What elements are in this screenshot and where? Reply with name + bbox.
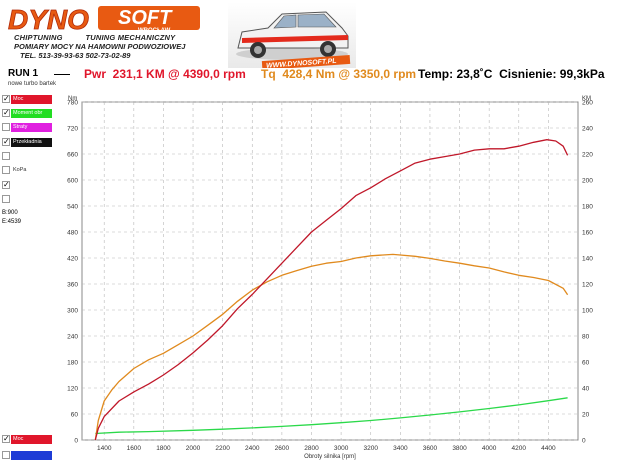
y-right-tick-label: 260 [582,100,593,107]
y-right-tick-label: 80 [582,334,590,341]
run-line-sample [54,74,70,75]
run-description: nowe turbo bartek [8,81,57,87]
y-left-tick-label: 0 [74,438,78,445]
y-left-tick-label: 720 [67,126,78,133]
conditions: Temp: 23,8˚C Cisnienie: 99,3kPa [418,67,605,81]
checkbox[interactable] [2,123,10,131]
x-tick-label: 3600 [423,445,438,452]
legend-swatch: Moment obr [11,109,52,118]
x-tick-label: 4000 [482,445,497,452]
svg-text:WROCŁAW: WROCŁAW [138,28,171,34]
checkbox[interactable] [2,152,10,160]
y-right-tick-label: 220 [582,152,593,159]
checkbox[interactable] [2,108,10,117]
tagline-dyno: POMIARY MOCY NA HAMOWNI PODWOZIOWEJ [14,42,186,51]
checkbox[interactable] [2,434,10,443]
legend-swatch: Moc [11,95,52,104]
legend-swatch: Impuls [13,153,30,159]
x-tick-label: 3800 [452,445,467,452]
checkbox[interactable] [2,451,10,459]
y-right-tick-label: 0 [582,438,586,445]
legend-swatch [11,451,52,460]
series-line-straty [95,397,568,435]
legend-swatch: KoPa [13,167,27,173]
y-left-tick-label: 60 [71,412,79,419]
x-tick-label: 2200 [215,445,230,452]
y-left-tick-label: 660 [67,152,78,159]
y-left-tick-label: 480 [67,230,78,237]
x-tick-label: 2600 [275,445,290,452]
y-left-axis-label: Nm [68,96,77,102]
legend-straty[interactable]: Straty [2,123,52,132]
peak-power: Pwr 231,1 KM @ 4390,0 rpm [84,67,246,81]
y-left-tick-label: 300 [67,308,78,315]
y-right-tick-label: 160 [582,230,593,237]
checkbox[interactable] [2,94,10,103]
y-right-tick-label: 180 [582,204,593,211]
x-tick-label: 2000 [186,445,201,452]
y-left-tick-label: 120 [67,386,78,393]
tagline-services: CHIPTUNING TUNING MECHANICZNY [14,33,176,42]
x-tick-label: 4400 [541,445,556,452]
legend-bottom-moc[interactable]: Moc [2,434,52,444]
x-tick-label: 3400 [393,445,408,452]
legend-zewn-straty[interactable]: Zewn. straty [2,180,52,190]
x-axis-label: Obroty silnika [rpm] [304,454,356,460]
legend-predkosc[interactable]: Predkosc [2,195,52,204]
y-left-tick-label: 780 [67,100,78,107]
y-left-tick-label: 180 [67,360,78,367]
y-left-tick-label: 240 [67,334,78,341]
plot-area [81,101,579,441]
contact-phone: TEL. 513-39-93-63 502-73-02-89 [20,51,131,60]
legend-swatch: Predkosc [13,196,36,202]
legend-swatch: Straty [11,123,52,132]
range-end: E:4539 [2,219,22,225]
x-tick-label: 3000 [334,445,349,452]
checkbox[interactable] [2,166,10,174]
dynosoft-logo: DYNO SOFT WROCŁAW [8,4,200,35]
legend-swatch: Moc [11,435,52,444]
y-left-tick-label: 360 [67,282,78,289]
y-right-tick-label: 100 [582,308,593,315]
legend-bottom-blue[interactable] [2,451,52,460]
x-tick-label: 4200 [512,445,527,452]
legend-moment[interactable]: Moment obr [2,108,52,118]
y-right-tick-label: 140 [582,256,593,263]
x-tick-label: 3200 [363,445,378,452]
x-tick-label: 1800 [156,445,171,452]
series-line-moment-obr [94,253,569,441]
dyno-chart: 1400 1600 1800 2000 2200 2400 2600 2800 3000 3200… [67,96,593,460]
y-right-tick-label: 60 [582,360,590,367]
peak-torque: Tq 428,4 Nm @ 3350,0 rpm [261,67,417,81]
y-left-tick-label: 540 [67,204,78,211]
x-tick-label: 1600 [127,445,142,452]
y-right-tick-label: 20 [582,412,590,419]
svg-text:DYNO: DYNO [8,4,89,35]
legend-przekladnia[interactable]: Przekładnia [2,137,52,147]
y-right-tick-label: 120 [582,282,593,289]
x-tick-label: 2800 [304,445,319,452]
car-url-text: WWW.DYNOSOFT.PL [266,58,337,68]
legend-kopa[interactable]: KoPa [2,166,52,175]
y-right-tick-label: 40 [582,386,590,393]
legend-swatch: Przekładnia [11,138,52,147]
y-right-axis-label: KM [582,96,591,102]
y-right-tick-label: 240 [582,126,593,133]
car-image: WWW.DYNOSOFT.PL [228,2,356,68]
checkbox[interactable] [2,180,10,189]
svg-text:SOFT: SOFT [118,7,173,29]
series-line-moc [94,139,569,441]
range-begin: B:900 [2,210,18,216]
x-tick-label: 2400 [245,445,260,452]
y-left-tick-label: 420 [67,256,78,263]
checkbox[interactable] [2,137,10,146]
y-right-tick-label: 200 [582,178,593,185]
y-left-tick-label: 600 [67,178,78,185]
run-label: RUN 1 [8,68,39,79]
legend-impuls[interactable]: Impuls [2,152,52,161]
legend-swatch: Zewn. straty [13,182,43,188]
legend-moc[interactable]: Moc [2,94,52,104]
checkbox[interactable] [2,195,10,203]
x-tick-label: 1400 [97,445,112,452]
